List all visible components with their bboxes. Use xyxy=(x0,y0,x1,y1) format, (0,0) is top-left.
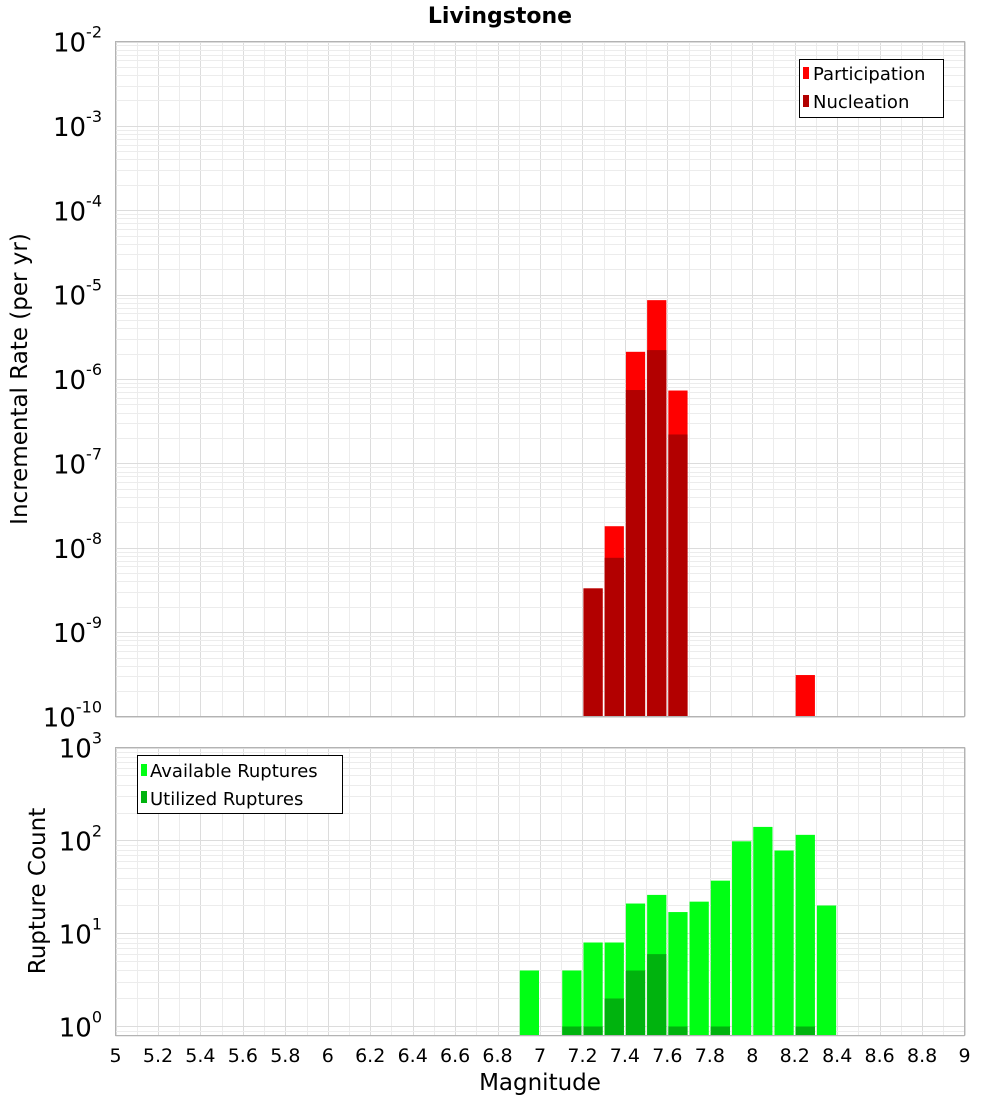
nucleation-legend-label: Nucleation xyxy=(813,92,909,113)
participation-legend-label: Participation xyxy=(813,64,925,85)
nucleation-bar xyxy=(625,390,646,717)
utilized-ruptures-legend-label: Utilized Ruptures xyxy=(150,789,303,810)
x-tick-labels: 5 5.2 5.4 5.6 5.8 6 6.2 6.4 6.6 6.8 7 7.2 7.4 7.6 7.8 8… xyxy=(109,1045,970,1067)
x-tick-label: 9 xyxy=(958,1045,970,1067)
available-ruptures-bar xyxy=(689,901,709,1036)
y-tick-label: 10-2 xyxy=(53,23,102,59)
available-ruptures-bar xyxy=(732,841,752,1036)
y-tick-label: 10-10 xyxy=(43,698,102,734)
utilized-ruptures-bar xyxy=(710,1026,731,1036)
x-tick-label: 7.4 xyxy=(610,1045,640,1067)
y-tick-label: 10-6 xyxy=(53,360,102,396)
chart-title: Livingstone xyxy=(428,4,572,29)
x-tick-label: 8.2 xyxy=(780,1045,810,1067)
y-tick-label: 10-3 xyxy=(53,107,102,143)
nucleation-bar xyxy=(583,588,603,717)
available-ruptures-bar xyxy=(562,970,582,1036)
y-tick-label: 100 xyxy=(59,1008,102,1044)
y-tick-label: 10-5 xyxy=(53,276,102,312)
utilized-ruptures-bar xyxy=(625,970,646,1036)
x-tick-label: 7.8 xyxy=(695,1045,725,1067)
utilized-ruptures-bar xyxy=(795,1026,815,1036)
top-plot-grid xyxy=(115,41,966,718)
available-ruptures-bar xyxy=(774,850,794,1036)
utilized-ruptures-bar xyxy=(668,1026,688,1036)
x-tick-label: 5.6 xyxy=(228,1045,258,1067)
x-tick-label: 7 xyxy=(534,1045,546,1067)
x-tick-label: 5.8 xyxy=(270,1045,300,1067)
top-legend-box xyxy=(799,59,944,118)
bottom-legend-box xyxy=(137,755,343,814)
top-y-axis-label: Incremental Rate (per yr) xyxy=(7,233,33,525)
available-ruptures-bar xyxy=(519,970,539,1036)
x-tick-label: 8.4 xyxy=(822,1045,852,1067)
x-tick-label: 7.6 xyxy=(652,1045,682,1067)
available-ruptures-bar xyxy=(795,834,815,1036)
x-tick-label: 6.4 xyxy=(398,1045,428,1067)
bottom-plot-bars xyxy=(519,826,837,1036)
bottom-y-axis-label: Rupture Count xyxy=(25,808,51,974)
bottom-legend: Available Ruptures Utilized Ruptures xyxy=(137,755,343,814)
available-ruptures-bar xyxy=(668,912,688,1036)
x-tick-label: 6.2 xyxy=(355,1045,385,1067)
bottom-y-tick-labels: 100 101 102 103 xyxy=(59,729,102,1044)
nucleation-bar xyxy=(604,557,624,717)
available-ruptures-bar xyxy=(816,905,837,1036)
x-tick-label: 5.2 xyxy=(143,1045,173,1067)
available-ruptures-bar xyxy=(583,942,603,1036)
nucleation-legend-swatch xyxy=(803,95,809,107)
nucleation-bar xyxy=(668,434,688,717)
x-tick-label: 6 xyxy=(322,1045,334,1067)
bottom-plot-frame xyxy=(115,747,965,1036)
top-plot-frame xyxy=(115,41,965,717)
x-tick-label: 6.8 xyxy=(482,1045,512,1067)
nucleation-bar xyxy=(647,350,667,717)
y-tick-label: 102 xyxy=(59,822,102,858)
top-plot-bars xyxy=(583,300,815,717)
y-tick-label: 10-4 xyxy=(53,191,102,227)
top-y-tick-labels: 10-10 10-9 10-8 10-7 10-6 10-5 10-4 10-3 10-2 xyxy=(43,23,102,734)
participation-legend-swatch xyxy=(803,67,809,79)
utilized-ruptures-legend-swatch xyxy=(141,791,147,803)
utilized-ruptures-bar xyxy=(604,998,624,1036)
x-tick-label: 5 xyxy=(109,1045,121,1067)
available-ruptures-bar xyxy=(710,880,731,1036)
y-tick-label: 103 xyxy=(59,729,102,765)
available-ruptures-legend-swatch xyxy=(141,764,147,776)
x-tick-label: 5.4 xyxy=(185,1045,215,1067)
utilized-ruptures-bar xyxy=(647,954,667,1036)
y-tick-label: 10-8 xyxy=(53,529,102,565)
top-legend: Participation Nucleation xyxy=(799,59,944,118)
participation-bar xyxy=(795,675,815,717)
x-axis-label: Magnitude xyxy=(479,1070,601,1096)
x-tick-label: 8 xyxy=(746,1045,758,1067)
x-tick-label: 8.8 xyxy=(907,1045,937,1067)
available-ruptures-legend-label: Available Ruptures xyxy=(150,761,318,782)
utilized-ruptures-bar xyxy=(562,1026,582,1036)
y-tick-label: 101 xyxy=(59,915,102,951)
y-tick-label: 10-7 xyxy=(53,444,102,480)
y-tick-label: 10-9 xyxy=(53,613,102,649)
x-tick-label: 6.6 xyxy=(440,1045,470,1067)
x-tick-label: 7.2 xyxy=(567,1045,597,1067)
x-tick-label: 8.6 xyxy=(864,1045,894,1067)
utilized-ruptures-bar xyxy=(583,1026,603,1036)
available-ruptures-bar xyxy=(753,826,773,1036)
